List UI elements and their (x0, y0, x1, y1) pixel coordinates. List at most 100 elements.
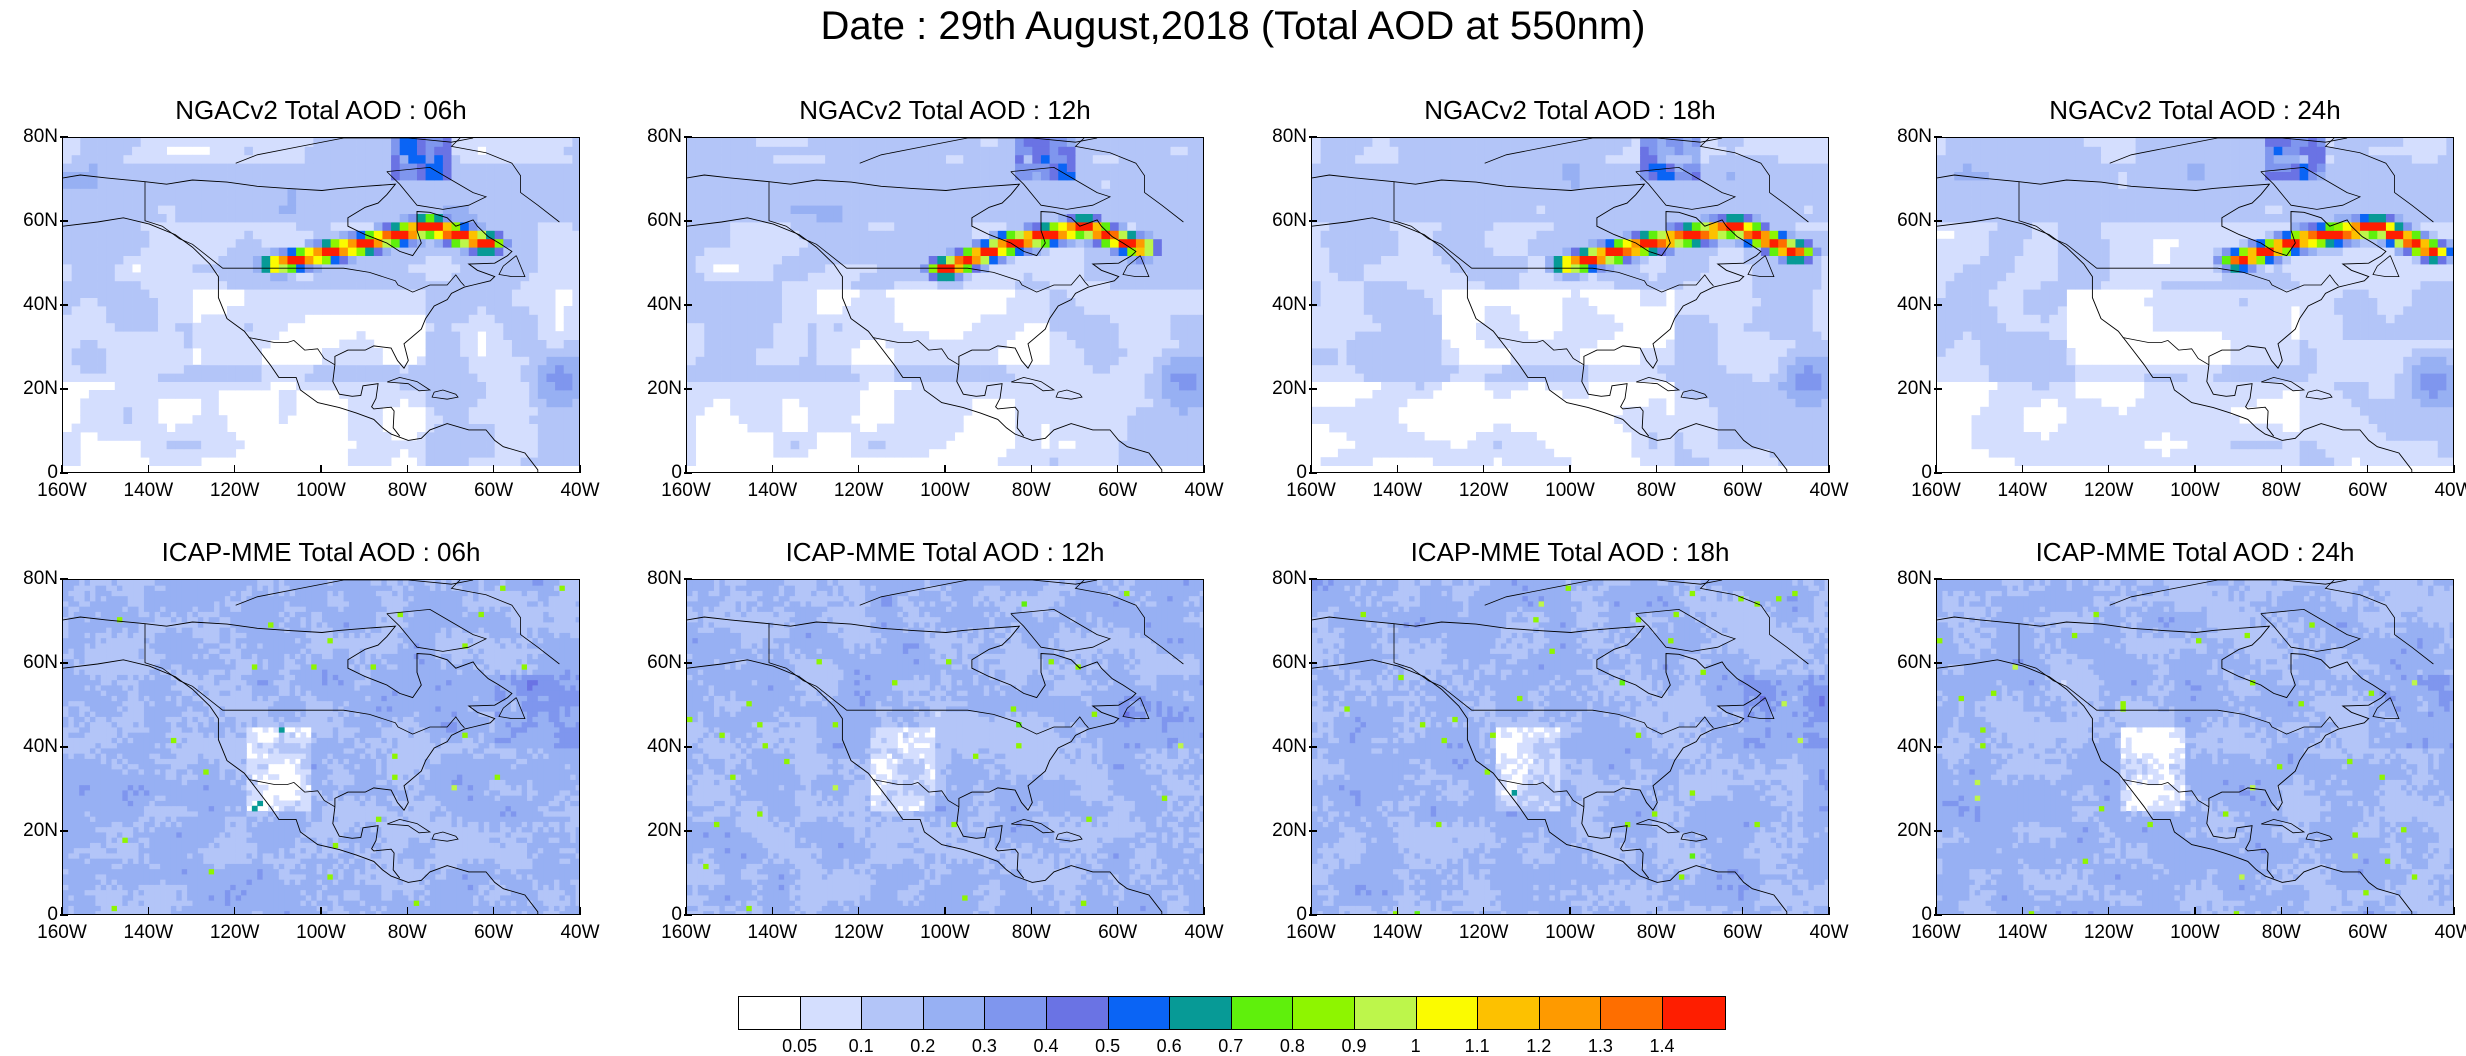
x-tick-label: 60W (1083, 481, 1153, 501)
x-tick-label: 140W (113, 481, 183, 501)
x-tick-mark (2194, 465, 2196, 473)
y-tick-label: 60N (0, 211, 58, 231)
x-tick-label: 40W (1794, 923, 1864, 943)
y-tick-mark (684, 304, 692, 306)
colorbar-swatch (1354, 997, 1417, 1029)
x-tick-label: 120W (2074, 923, 2144, 943)
y-tick-label: 80N (1872, 127, 1932, 147)
x-tick-mark (944, 465, 946, 473)
y-tick-mark (684, 662, 692, 664)
x-tick-mark (320, 907, 322, 915)
x-tick-label: 140W (1362, 923, 1432, 943)
map-panel-ngacv2-18h (1311, 137, 1829, 473)
aod-cells (687, 138, 1203, 466)
coastlines (63, 580, 560, 914)
x-tick-mark (1741, 465, 1744, 473)
y-tick-mark (1309, 662, 1317, 664)
colorbar-swatch (1170, 997, 1232, 1029)
x-tick-mark (2194, 907, 2196, 915)
colorbar-swatch (862, 997, 924, 1029)
x-tick-mark (1741, 907, 1744, 915)
colorbar-swatch (1046, 997, 1109, 1029)
colorbar-label: 1.1 (1452, 1036, 1502, 1056)
x-tick-label: 80W (1621, 923, 1691, 943)
x-tick-label: 140W (1987, 481, 2057, 501)
colorbar-label: 0.3 (959, 1036, 1009, 1056)
y-tick-mark (684, 830, 692, 832)
x-tick-label: 120W (200, 923, 270, 943)
aod-cells (687, 580, 1203, 914)
colorbar-label: 0.8 (1267, 1036, 1317, 1056)
x-tick-mark (1569, 465, 1571, 473)
x-tick-label: 60W (2333, 481, 2403, 501)
y-tick-label: 0 (0, 905, 58, 925)
x-tick-label: 140W (737, 923, 807, 943)
y-tick-mark (1934, 662, 1942, 664)
coastlines (63, 138, 560, 472)
y-tick-label: 20N (1872, 821, 1932, 841)
x-tick-label: 40W (1794, 481, 1864, 501)
y-tick-label: 40N (1247, 295, 1307, 315)
x-tick-label: 120W (200, 481, 270, 501)
x-tick-label: 60W (1083, 923, 1153, 943)
aod-field (63, 138, 579, 472)
x-tick-label: 40W (545, 481, 615, 501)
y-tick-mark (684, 136, 692, 138)
x-tick-label: 100W (910, 481, 980, 501)
colorbar-label: 0.7 (1206, 1036, 1256, 1056)
y-tick-label: 0 (1247, 463, 1307, 483)
y-tick-label: 40N (1247, 737, 1307, 757)
x-tick-label: 160W (27, 481, 97, 501)
x-tick-label: 80W (996, 481, 1066, 501)
x-tick-mark (944, 907, 946, 915)
x-tick-mark (685, 465, 687, 473)
x-tick-mark (2453, 465, 2455, 473)
y-tick-mark (1934, 746, 1942, 748)
y-tick-label: 80N (0, 127, 58, 147)
x-tick-label: 120W (824, 923, 894, 943)
coastlines (1937, 138, 2434, 472)
x-tick-label: 100W (286, 923, 356, 943)
x-tick-label: 160W (27, 923, 97, 943)
x-tick-label: 80W (1621, 481, 1691, 501)
x-tick-mark (1030, 907, 1033, 915)
aod-cells (1312, 580, 1828, 914)
y-tick-mark (1309, 830, 1317, 832)
x-tick-label: 80W (2246, 923, 2316, 943)
x-tick-label: 60W (459, 481, 529, 501)
colorbar-label: 0.1 (836, 1036, 886, 1056)
x-tick-mark (2107, 465, 2110, 473)
x-tick-label: 160W (651, 481, 721, 501)
x-tick-mark (2280, 465, 2283, 473)
y-tick-label: 80N (1247, 569, 1307, 589)
x-tick-mark (579, 907, 581, 915)
x-tick-mark (1482, 465, 1485, 473)
y-tick-mark (1934, 830, 1942, 832)
colorbar-label: 1.2 (1514, 1036, 1564, 1056)
colorbar-swatch (739, 997, 801, 1029)
x-tick-label: 40W (1169, 481, 1239, 501)
y-tick-label: 60N (622, 653, 682, 673)
y-tick-label: 20N (0, 379, 58, 399)
y-tick-mark (60, 746, 68, 748)
x-tick-label: 100W (286, 481, 356, 501)
y-tick-mark (60, 136, 68, 138)
x-tick-mark (406, 907, 409, 915)
y-tick-label: 60N (0, 653, 58, 673)
x-tick-label: 160W (1901, 923, 1971, 943)
y-tick-label: 80N (0, 569, 58, 589)
y-tick-mark (60, 304, 68, 306)
figure-title: Date : 29th August,2018 (Total AOD at 55… (0, 2, 2466, 50)
x-tick-mark (1655, 465, 1658, 473)
y-tick-mark (1934, 136, 1942, 138)
colorbar-label: 0.5 (1083, 1036, 1133, 1056)
x-tick-label: 120W (2074, 481, 2144, 501)
aod-cells (1937, 580, 2453, 914)
x-tick-mark (1396, 465, 1399, 473)
x-tick-mark (233, 465, 236, 473)
colorbar-swatch (800, 997, 863, 1029)
y-tick-mark (1309, 304, 1317, 306)
x-tick-label: 40W (2419, 923, 2466, 943)
y-tick-label: 40N (1872, 295, 1932, 315)
x-tick-mark (1310, 465, 1312, 473)
